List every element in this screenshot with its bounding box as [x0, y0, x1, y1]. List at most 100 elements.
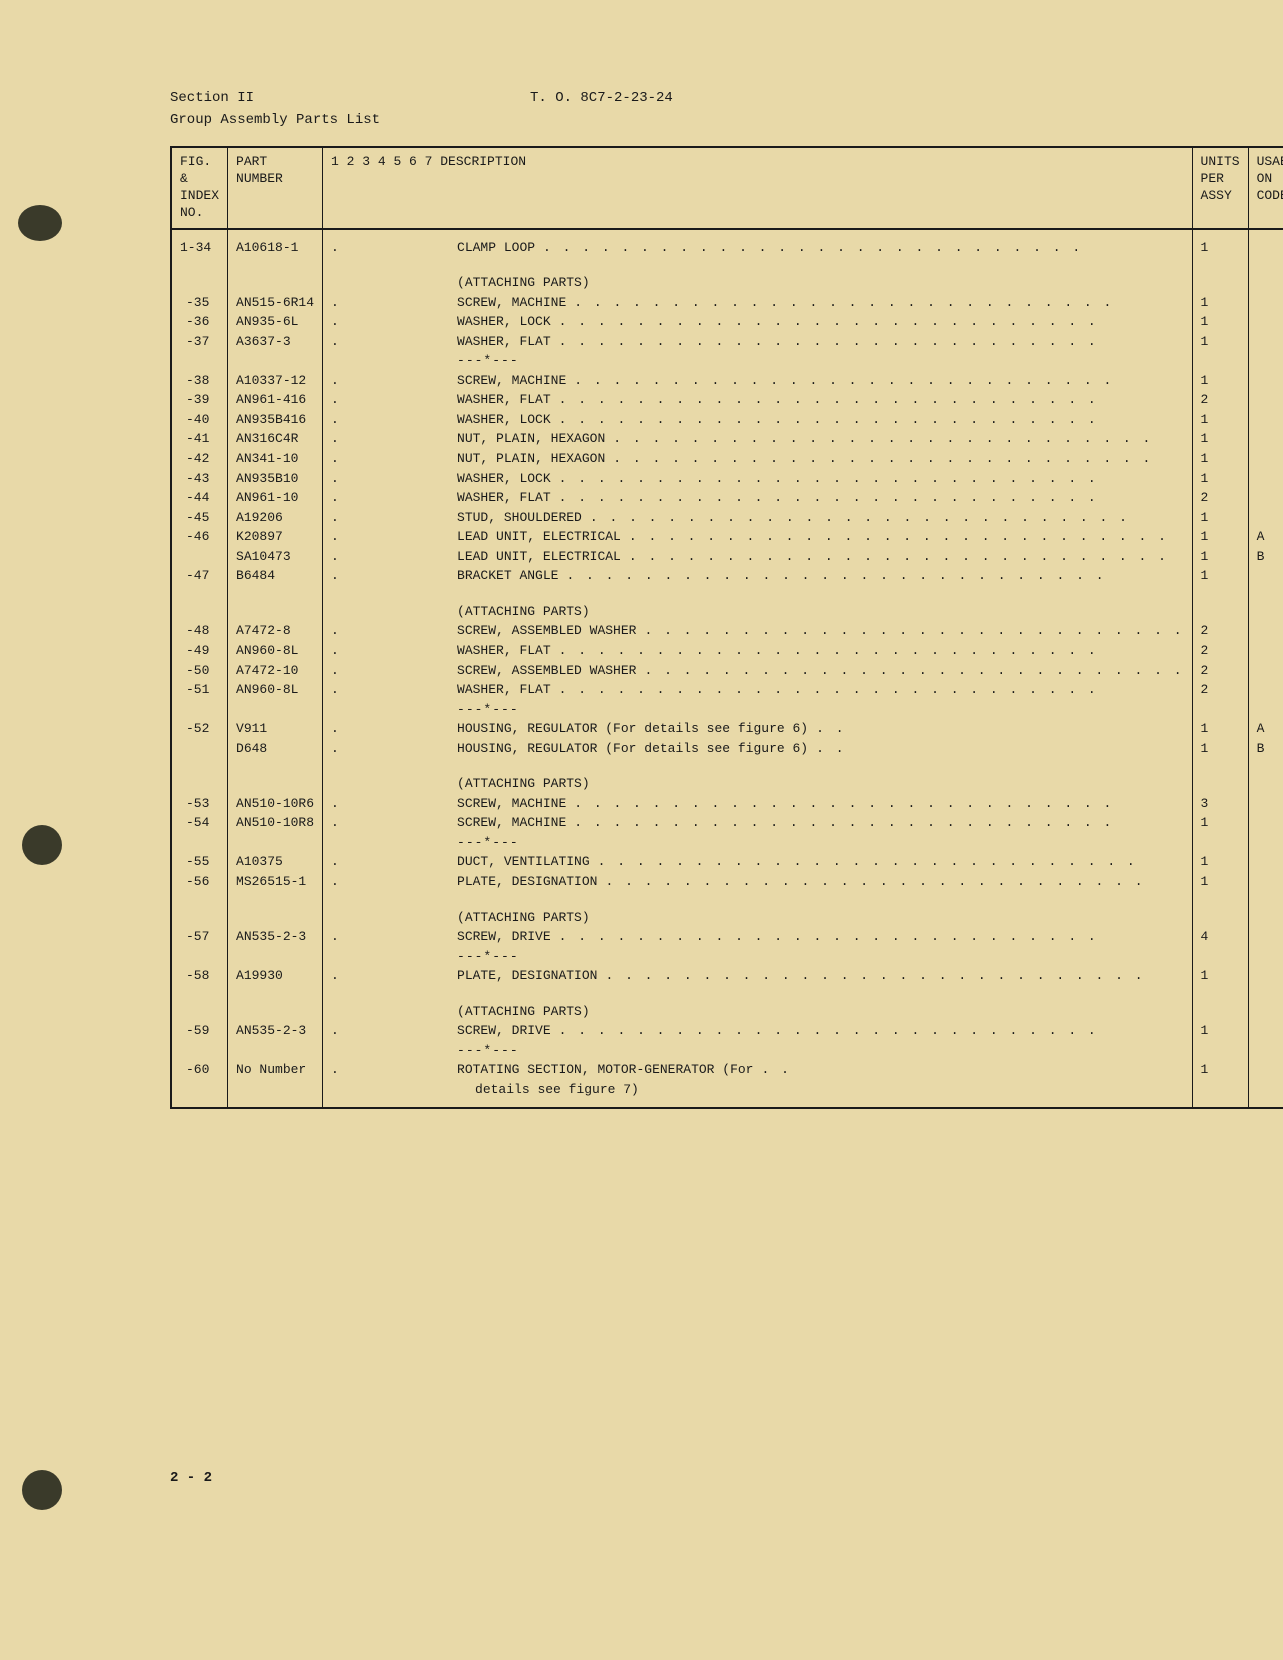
leader-dots: . . . . . . . . . . . . . . . . . . . . …: [566, 795, 1183, 813]
table-row: -48A7472-8.SCREW, ASSEMBLED WASHER . . .…: [171, 621, 1283, 641]
cell-units: 1: [1192, 429, 1248, 449]
description-text: PLATE, DESIGNATION: [457, 967, 597, 985]
cell-index: -49: [171, 641, 228, 661]
cell-units: 1: [1192, 527, 1248, 547]
cell-part-number: [228, 1080, 323, 1100]
cell-code: [1248, 641, 1283, 661]
cell-index: [171, 1080, 228, 1100]
cell-description: .NUT, PLAIN, HEXAGON . . . . . . . . . .…: [323, 449, 1193, 469]
cell-part-number: AN935-6L: [228, 312, 323, 332]
leader-dots: . . . . . . . . . . . . . . . . . . . . …: [636, 622, 1183, 640]
cell-index: -35: [171, 293, 228, 313]
cell-part-number: AN935B10: [228, 469, 323, 489]
cell-code: [1248, 429, 1283, 449]
cell-units: 2: [1192, 641, 1248, 661]
cell-code: [1248, 390, 1283, 410]
col-header-code: USABLE ON CODE: [1248, 147, 1283, 229]
cell-code: [1248, 680, 1283, 700]
cell-code: [1248, 794, 1283, 814]
cell-code: [1248, 508, 1283, 528]
cell-part-number: B6484: [228, 566, 323, 586]
table-row: -53AN510-10R6.SCREW, MACHINE . . . . . .…: [171, 794, 1283, 814]
table-row: -38A10337-12.SCREW, MACHINE . . . . . . …: [171, 371, 1283, 391]
table-row: -36AN935-6L.WASHER, LOCK . . . . . . . .…: [171, 312, 1283, 332]
cell-index: -58: [171, 966, 228, 986]
cell-part-number: AN935B416: [228, 410, 323, 430]
cell-part-number: AN510-10R6: [228, 794, 323, 814]
cell-description: .WASHER, FLAT . . . . . . . . . . . . . …: [323, 641, 1193, 661]
spacer-row: [171, 986, 1283, 1002]
leader-dots: . . . . . . . . . . . . . . . . . . . . …: [551, 928, 1184, 946]
cell-part-number: A19206: [228, 508, 323, 528]
page-container: Section II T. O. 8C7-2-23-24 Group Assem…: [0, 0, 1283, 1169]
attaching-parts-header: (ATTACHING PARTS): [171, 1002, 1283, 1022]
cell-code: [1248, 488, 1283, 508]
description-text: PLATE, DESIGNATION: [457, 873, 597, 891]
description-text: LEAD UNIT, ELECTRICAL: [457, 528, 621, 546]
cell-part-number: K20897: [228, 527, 323, 547]
spacer-row: [171, 229, 1283, 238]
cell-units: [1192, 1080, 1248, 1100]
description-text: ROTATING SECTION, MOTOR-GENERATOR (For: [457, 1061, 753, 1079]
cell-description: details see figure 7): [323, 1080, 1193, 1100]
cell-index: -46: [171, 527, 228, 547]
description-text: SCREW, DRIVE: [457, 1022, 551, 1040]
cell-part-number: AN510-10R8: [228, 813, 323, 833]
cell-units: 1: [1192, 508, 1248, 528]
leader-dots: . . . . . . . . . . . . . . . . . . . . …: [551, 313, 1184, 331]
cell-part-number: AN535-2-3: [228, 927, 323, 947]
cell-index: -43: [171, 469, 228, 489]
col-header-part: PART NUMBER: [228, 147, 323, 229]
table-row: -46K20897.LEAD UNIT, ELECTRICAL . . . . …: [171, 527, 1283, 547]
cell-index: -50: [171, 661, 228, 681]
cell-units: 1: [1192, 449, 1248, 469]
spacer-row: [171, 758, 1283, 774]
cell-units: 2: [1192, 390, 1248, 410]
cell-index: -54: [171, 813, 228, 833]
description-text: DUCT, VENTILATING: [457, 853, 590, 871]
leader-dots: . . . . . . . . . . . . . . . . . . . . …: [582, 509, 1184, 527]
leader-dots: . .: [808, 740, 1183, 758]
description-text: SCREW, DRIVE: [457, 928, 551, 946]
attaching-parts-label: (ATTACHING PARTS): [457, 1003, 590, 1021]
separator-row: ---*---: [171, 947, 1283, 967]
table-header-row: FIG. & INDEX NO. PART NUMBER 1 2 3 4 5 6…: [171, 147, 1283, 229]
leader-dots: . . . . . . . . . . . . . . . . . . . . …: [551, 489, 1184, 507]
cell-units: 1: [1192, 371, 1248, 391]
leader-dots: . . . . . . . . . . . . . . . . . . . . …: [551, 411, 1184, 429]
cell-index: -52: [171, 719, 228, 739]
cell-description: .PLATE, DESIGNATION . . . . . . . . . . …: [323, 872, 1193, 892]
leader-dots: . . . . . . . . . . . . . . . . . . . . …: [566, 372, 1183, 390]
cell-index: -55: [171, 852, 228, 872]
cell-units: 1: [1192, 719, 1248, 739]
description-text: SCREW, MACHINE: [457, 372, 566, 390]
cell-code: [1248, 238, 1283, 258]
cell-units: 1: [1192, 739, 1248, 759]
attaching-parts-header: (ATTACHING PARTS): [171, 774, 1283, 794]
cell-units: 1: [1192, 410, 1248, 430]
cell-units: 1: [1192, 813, 1248, 833]
cell-description: .WASHER, FLAT . . . . . . . . . . . . . …: [323, 680, 1193, 700]
cell-index: -60: [171, 1060, 228, 1080]
cell-units: 3: [1192, 794, 1248, 814]
table-row: -57AN535-2-3.SCREW, DRIVE . . . . . . . …: [171, 927, 1283, 947]
cell-units: 1: [1192, 547, 1248, 567]
cell-code: [1248, 872, 1283, 892]
cell-index: [171, 547, 228, 567]
cell-description: .SCREW, DRIVE . . . . . . . . . . . . . …: [323, 1021, 1193, 1041]
leader-dots: . . . . . . . . . . . . . . . . . . . . …: [551, 470, 1184, 488]
col-header-index: FIG. & INDEX NO.: [171, 147, 228, 229]
cell-description: .SCREW, MACHINE . . . . . . . . . . . . …: [323, 293, 1193, 313]
cell-units: 1: [1192, 469, 1248, 489]
cell-units: 2: [1192, 661, 1248, 681]
cell-units: 4: [1192, 927, 1248, 947]
description-text: LEAD UNIT, ELECTRICAL: [457, 548, 621, 566]
cell-part-number: SA10473: [228, 547, 323, 567]
cell-code: B: [1248, 547, 1283, 567]
attaching-parts-header: (ATTACHING PARTS): [171, 273, 1283, 293]
table-row: -44AN961-10.WASHER, FLAT . . . . . . . .…: [171, 488, 1283, 508]
cell-units: 1: [1192, 566, 1248, 586]
cell-code: [1248, 966, 1283, 986]
leader-dots: . . . . . . . . . . . . . . . . . . . . …: [566, 814, 1183, 832]
cell-index: -42: [171, 449, 228, 469]
